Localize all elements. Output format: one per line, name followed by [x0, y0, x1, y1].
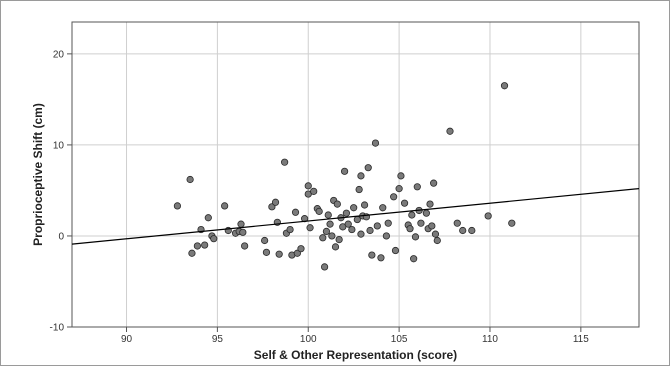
data-point [417, 219, 425, 227]
data-point [411, 233, 420, 241]
grid-lines [72, 22, 639, 328]
data-point [201, 241, 209, 249]
data-point [335, 235, 343, 244]
data-point [382, 232, 390, 240]
y-axis-title: Proprioceptive Shift (cm) [31, 103, 45, 246]
data-point [366, 226, 374, 235]
data-point [291, 208, 300, 216]
data-point [275, 250, 283, 258]
data-point [390, 193, 398, 201]
data-point [384, 219, 392, 227]
data-point [173, 202, 182, 210]
data-point [379, 204, 387, 212]
data-point [428, 222, 436, 230]
y-tick-label: 20 [53, 49, 65, 60]
data-point [426, 200, 434, 208]
fit-line [71, 188, 640, 245]
data-point [286, 225, 294, 234]
data-point [433, 236, 441, 245]
data-point [319, 234, 327, 242]
data-point [500, 82, 509, 90]
data-point [408, 211, 416, 219]
axis-ticks: 90 95 100 105 110 115 -10 0 10 20 [50, 49, 590, 345]
data-point [430, 179, 438, 187]
data-point [406, 225, 414, 233]
data-point [413, 183, 421, 191]
data-point [241, 242, 249, 250]
data-point [221, 202, 229, 210]
data-point [357, 230, 365, 238]
x-axis-title: Self & Other Representation (score) [254, 348, 457, 362]
x-tick-label: 90 [121, 334, 133, 345]
data-point [344, 220, 352, 228]
data-point [239, 228, 247, 236]
x-tick-label: 110 [482, 334, 498, 345]
data-point [350, 204, 358, 212]
data-point [326, 220, 334, 228]
data-point [262, 248, 271, 256]
y-tick-label: 10 [53, 140, 65, 151]
data-point [271, 198, 280, 206]
data-point [348, 225, 356, 234]
data-point [357, 172, 365, 180]
data-point [360, 201, 369, 209]
x-tick-label: 100 [300, 334, 317, 345]
data-point [453, 219, 461, 227]
data-point [508, 219, 516, 227]
data-point [371, 139, 380, 147]
data-point [364, 164, 372, 172]
x-tick-label: 105 [391, 334, 408, 345]
plot-area [71, 21, 640, 328]
data-point [400, 199, 409, 207]
data-point [188, 249, 196, 257]
data-point [310, 187, 318, 195]
data-point [237, 220, 245, 228]
data-point [281, 158, 289, 166]
data-point [204, 214, 212, 222]
data-point [459, 226, 467, 235]
data-point [397, 172, 405, 180]
data-point [446, 127, 454, 135]
data-points [173, 82, 516, 271]
data-point [484, 212, 492, 220]
data-point [328, 232, 336, 240]
data-point [373, 222, 381, 230]
data-point [333, 200, 341, 208]
data-point [342, 209, 351, 217]
data-point [391, 246, 400, 255]
data-point [210, 235, 218, 243]
data-point [377, 254, 385, 262]
data-point [306, 224, 314, 232]
data-point [261, 236, 269, 245]
data-point [422, 209, 430, 217]
y-tick-label: -10 [50, 323, 65, 334]
x-tick-label: 95 [212, 334, 224, 345]
data-point [193, 242, 201, 250]
data-point [297, 245, 305, 253]
x-tick-label: 115 [573, 334, 589, 345]
data-point [395, 185, 403, 193]
data-point [410, 255, 418, 263]
data-point [324, 211, 332, 219]
data-point [322, 227, 331, 236]
data-point [331, 243, 340, 251]
data-point [321, 263, 329, 271]
y-tick-label: 0 [58, 231, 64, 242]
data-point [355, 185, 363, 194]
data-point [468, 226, 476, 235]
data-point [186, 175, 194, 184]
data-point [431, 230, 440, 238]
data-point [368, 251, 376, 259]
data-point [340, 167, 349, 175]
data-point [304, 182, 312, 190]
data-point [315, 207, 323, 215]
